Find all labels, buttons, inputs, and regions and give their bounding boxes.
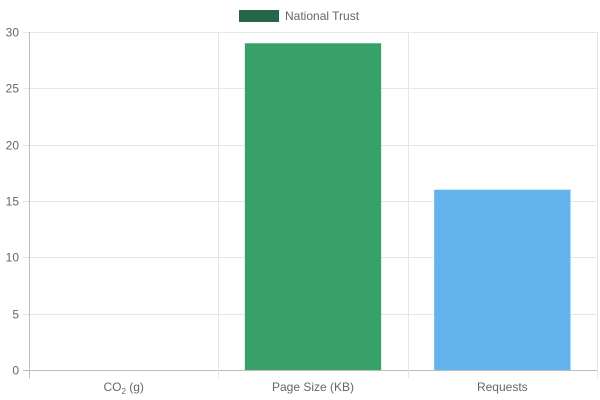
legend-swatch — [239, 10, 279, 22]
y-tick-label: 0 — [12, 364, 19, 378]
bar-1 — [244, 43, 382, 371]
x-tick-label: Requests — [477, 380, 528, 394]
bars — [244, 43, 571, 371]
bar-2 — [434, 189, 571, 370]
legend[interactable]: National Trust — [239, 9, 360, 23]
x-tick-label: CO2 (g) — [103, 380, 143, 396]
y-tick-label: 10 — [6, 251, 20, 265]
y-tick-label: 20 — [6, 139, 20, 153]
y-tick-label: 15 — [6, 195, 20, 209]
y-tick-label: 25 — [6, 82, 20, 96]
x-tick-label: Page Size (KB) — [272, 380, 354, 394]
y-tick-label: 5 — [12, 308, 19, 322]
y-tick-label: 30 — [6, 26, 20, 40]
legend-label: National Trust — [285, 9, 360, 23]
y-axis-ticks: 0 5 10 15 20 25 30 — [6, 26, 20, 378]
x-axis-ticks: CO2 (g) Page Size (KB) Requests — [103, 380, 527, 396]
